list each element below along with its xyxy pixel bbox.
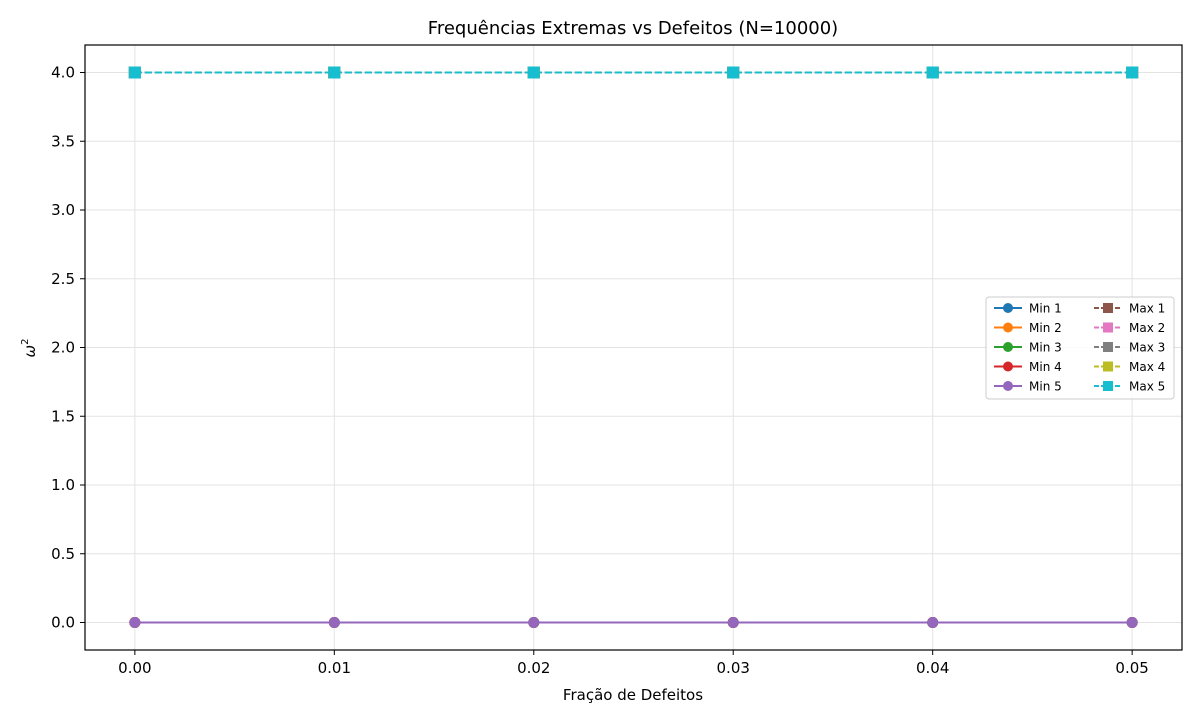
legend-item-min-3: Min 3 [994,341,1062,355]
legend-marker [1003,303,1013,313]
x-tick-label: 0.04 [916,659,949,677]
data-point-min-5 [328,617,340,628]
data-point-min-5 [727,617,739,628]
data-point-min-5 [528,617,540,628]
x-tick-label: 0.02 [517,659,550,677]
legend-marker [1003,322,1013,333]
y-axis-title-superscript: 2 [20,339,31,345]
data-point-min-5 [129,617,141,628]
legend-label: Max 2 [1129,321,1165,335]
legend-label: Max 3 [1129,341,1165,355]
y-tick-label: 3.0 [51,201,75,219]
legend-label: Min 2 [1029,321,1062,335]
legend-marker [1103,303,1113,313]
legend-label: Max 1 [1129,302,1165,316]
y-tick-label: 1.0 [51,476,75,494]
axes-layer: 0.00 0.01 0.02 0.03 0.04 0.05 0.0 0.5 1.0 1.5 2.0 2… [51,44,1183,677]
legend-item-min-1: Min 1 [994,302,1062,316]
legend-marker [1003,381,1013,391]
legend-label: Min 3 [1029,341,1062,355]
legend-item-min-4: Min 4 [994,360,1062,374]
legend-item-max-2: Max 2 [1094,321,1165,335]
legend-label: Max 4 [1129,360,1165,374]
legend-marker [1003,361,1013,372]
x-tick-label: 0.03 [717,659,750,677]
legend-label: Min 4 [1029,360,1062,374]
legend-marker [1103,381,1113,391]
x-tick-label: 0.00 [118,659,151,677]
data-point-max-5 [328,66,341,79]
data-point-min-5 [927,617,939,628]
legend-marker [1103,361,1113,372]
chart-title: Frequências Extremas vs Defeitos (N=1000… [428,18,838,39]
y-tick-label: 3.5 [51,132,75,150]
legend-label: Max 5 [1129,380,1165,394]
legend-marker [1103,322,1113,333]
legend-item-min-5: Min 5 [994,380,1062,394]
legend-item-min-2: Min 2 [994,321,1062,335]
x-tick-label: 0.01 [318,659,351,677]
series-max-5 [128,66,1139,79]
y-tick-label: 2.5 [51,270,75,288]
y-tick-label: 4.0 [51,64,75,82]
legend-marker [1103,342,1113,352]
y-tick-label: 0.5 [51,545,75,563]
legend-item-max-1: Max 1 [1094,302,1165,316]
data-point-max-5 [727,66,740,79]
legend-label: Min 1 [1029,302,1062,316]
x-tick-label: 0.05 [1115,659,1148,677]
legend-marker [1003,342,1013,352]
series-layer [128,66,1139,628]
data-point-min-5 [1126,617,1138,628]
legend-item-max-4: Max 4 [1094,360,1165,374]
data-point-max-5 [926,66,939,79]
legend-box [985,296,1175,400]
data-point-max-5 [527,66,540,79]
y-axis-title: ω2 [20,339,39,358]
legend-item-max-5: Max 5 [1094,380,1165,394]
y-axis-title-base: ω [21,345,39,358]
y-tick-label: 0.0 [51,614,75,632]
legend-item-max-3: Max 3 [1094,341,1165,355]
y-tick-label: 1.5 [51,407,75,425]
series-min-5 [129,617,1138,628]
legend-label: Min 5 [1029,380,1062,394]
x-axis-title: Fração de Defeitos [563,686,703,704]
data-point-max-5 [1126,66,1139,79]
y-tick-label: 2.0 [51,339,75,357]
data-point-max-5 [128,66,141,79]
legend: Min 1 Min 2 Min 3 Min 4 Min 5 Max 1 Max 2 Max 3… [985,296,1175,400]
